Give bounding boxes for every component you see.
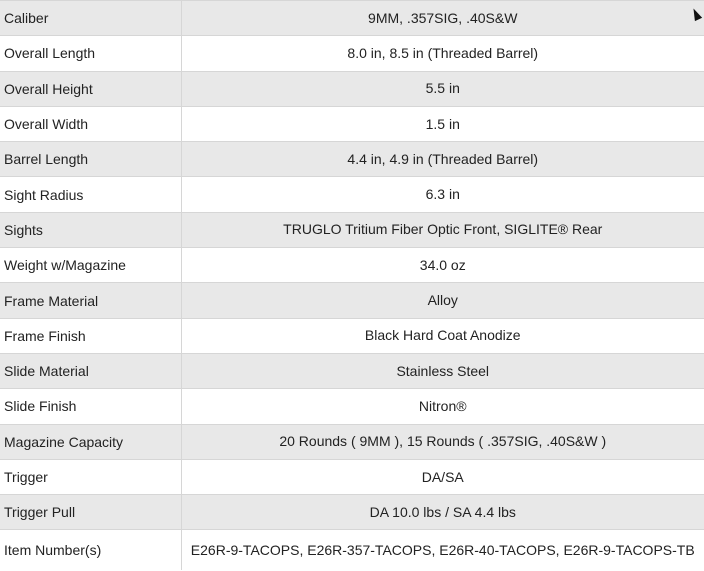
spec-row: Trigger DA/SA	[0, 458, 704, 495]
spec-row: Frame Finish Black Hard Coat Anodize	[0, 317, 704, 354]
spec-value: Alloy	[181, 282, 704, 319]
spec-row: Caliber 9MM, .357SIG, .40S&W	[0, 0, 704, 36]
spec-value: 4.4 in, 4.9 in (Threaded Barrel)	[181, 141, 704, 177]
spec-value: 20 Rounds ( 9MM ), 15 Rounds ( .357SIG, …	[181, 423, 704, 460]
spec-label: Slide Material	[0, 352, 182, 389]
spec-row: Frame Material Alloy	[0, 282, 704, 319]
spec-value: 5.5 in	[181, 70, 704, 107]
spec-value: 8.0 in, 8.5 in (Threaded Barrel)	[181, 35, 704, 72]
spec-label: Sight Radius	[0, 176, 182, 213]
spec-label: Item Number(s)	[0, 529, 182, 571]
spec-label: Overall Width	[0, 105, 182, 142]
spec-label: Trigger Pull	[0, 494, 182, 530]
spec-row: Trigger Pull DA 10.0 lbs / SA 4.4 lbs	[0, 494, 704, 530]
spec-label: Caliber	[0, 0, 182, 36]
spec-value: 34.0 oz	[181, 247, 704, 283]
spec-value: DA/SA	[181, 458, 704, 495]
spec-value: E26R-9-TACOPS, E26R-357-TACOPS, E26R-40-…	[181, 529, 704, 571]
spec-value: TRUGLO Tritium Fiber Optic Front, SIGLIT…	[181, 211, 704, 248]
spec-label: Sights	[0, 211, 182, 248]
spec-row: Item Number(s) E26R-9-TACOPS, E26R-357-TA…	[0, 529, 704, 571]
spec-label: Slide Finish	[0, 388, 182, 425]
spec-label: Trigger	[0, 458, 182, 495]
spec-row: Slide Finish Nitron®	[0, 388, 704, 425]
spec-value: Nitron®	[181, 388, 704, 425]
spec-label: Frame Finish	[0, 317, 182, 354]
spec-value: 9MM, .357SIG, .40S&W	[181, 0, 704, 36]
spec-value: 1.5 in	[181, 105, 704, 142]
spec-label: Frame Material	[0, 282, 182, 319]
spec-row: Weight w/Magazine 34.0 oz	[0, 247, 704, 283]
spec-value: DA 10.0 lbs / SA 4.4 lbs	[181, 494, 704, 530]
spec-row: Barrel Length 4.4 in, 4.9 in (Threaded Ba…	[0, 141, 704, 177]
spec-row: Slide Material Stainless Steel	[0, 352, 704, 389]
spec-value: Stainless Steel	[181, 352, 704, 389]
spec-row: Overall Length 8.0 in, 8.5 in (Threaded B…	[0, 35, 704, 72]
spec-label: Magazine Capacity	[0, 423, 182, 460]
spec-row: Overall Height 5.5 in	[0, 70, 704, 107]
spec-row: Sight Radius 6.3 in	[0, 176, 704, 213]
spec-label: Weight w/Magazine	[0, 247, 182, 283]
spec-label: Overall Length	[0, 35, 182, 72]
spec-row: Magazine Capacity 20 Rounds ( 9MM ), 15 R…	[0, 423, 704, 460]
spec-row: Overall Width 1.5 in	[0, 105, 704, 142]
spec-label: Barrel Length	[0, 141, 182, 177]
spec-row: Sights TRUGLO Tritium Fiber Optic Front, …	[0, 211, 704, 248]
spec-value: 6.3 in	[181, 176, 704, 213]
spec-label: Overall Height	[0, 70, 182, 107]
spec-value: Black Hard Coat Anodize	[181, 317, 704, 354]
